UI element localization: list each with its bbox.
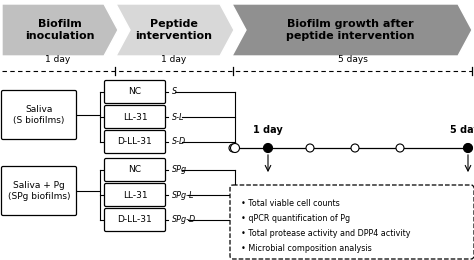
FancyBboxPatch shape bbox=[104, 184, 165, 206]
Text: S: S bbox=[172, 88, 177, 96]
Circle shape bbox=[264, 144, 273, 153]
FancyBboxPatch shape bbox=[104, 159, 165, 181]
Polygon shape bbox=[232, 4, 472, 56]
Text: LL-31: LL-31 bbox=[123, 191, 147, 199]
Text: SPg: SPg bbox=[172, 166, 187, 174]
Circle shape bbox=[306, 144, 314, 152]
Text: SPg-D: SPg-D bbox=[172, 216, 196, 224]
Text: 1 day: 1 day bbox=[161, 55, 187, 64]
FancyBboxPatch shape bbox=[1, 90, 76, 140]
Text: Biofilm
inoculation: Biofilm inoculation bbox=[25, 19, 95, 41]
Text: • qPCR quantification of Pg: • qPCR quantification of Pg bbox=[241, 214, 350, 223]
Text: Biofilm growth after
peptide intervention: Biofilm growth after peptide interventio… bbox=[286, 19, 415, 41]
Circle shape bbox=[464, 144, 473, 153]
Text: SPg-L: SPg-L bbox=[172, 191, 194, 199]
Polygon shape bbox=[116, 4, 234, 56]
FancyBboxPatch shape bbox=[104, 106, 165, 128]
Text: 1 day: 1 day bbox=[253, 125, 283, 135]
Text: 5 days: 5 days bbox=[338, 55, 368, 64]
Text: D-LL-31: D-LL-31 bbox=[118, 138, 152, 146]
FancyBboxPatch shape bbox=[104, 131, 165, 153]
Text: D-LL-31: D-LL-31 bbox=[118, 216, 152, 224]
Text: 1 day: 1 day bbox=[46, 55, 71, 64]
Text: Biofilm
harvesting: Biofilm harvesting bbox=[472, 186, 474, 205]
FancyBboxPatch shape bbox=[1, 166, 76, 216]
Text: NC: NC bbox=[128, 88, 142, 96]
Text: • Total viable cell counts: • Total viable cell counts bbox=[241, 199, 340, 207]
Text: S-D: S-D bbox=[172, 138, 186, 146]
FancyBboxPatch shape bbox=[104, 81, 165, 103]
Circle shape bbox=[229, 144, 237, 152]
Circle shape bbox=[230, 144, 239, 153]
Text: Saliva
(S biofilms): Saliva (S biofilms) bbox=[13, 105, 64, 125]
Polygon shape bbox=[2, 4, 118, 56]
Circle shape bbox=[396, 144, 404, 152]
Text: • Microbial composition analysis: • Microbial composition analysis bbox=[241, 244, 372, 253]
Text: Peptide
intervention: Peptide intervention bbox=[135, 19, 212, 41]
Text: 5 days: 5 days bbox=[450, 125, 474, 135]
Circle shape bbox=[464, 144, 472, 152]
Text: Saliva + Pg
(SPg biofilms): Saliva + Pg (SPg biofilms) bbox=[8, 181, 70, 201]
FancyBboxPatch shape bbox=[230, 185, 474, 259]
Text: Biofilm
harvesting: Biofilm harvesting bbox=[272, 186, 315, 205]
Circle shape bbox=[351, 144, 359, 152]
Text: NC: NC bbox=[128, 166, 142, 174]
Text: • Total protease activity and DPP4 activity: • Total protease activity and DPP4 activ… bbox=[241, 229, 410, 238]
FancyBboxPatch shape bbox=[104, 209, 165, 231]
Text: LL-31: LL-31 bbox=[123, 113, 147, 121]
Text: S-L: S-L bbox=[172, 113, 184, 121]
